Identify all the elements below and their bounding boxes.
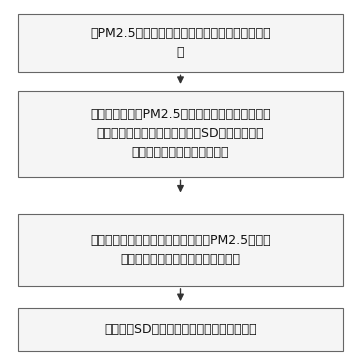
Text: 将PM2.5浓度总量程由低到高划分为至少三段子量
程: 将PM2.5浓度总量程由低到高划分为至少三段子量 程 [90,28,271,59]
Text: 利用最小二乘法对各段内测量的多个PM2.5浓度数
据进行拟合，求得校正系数的最优解: 利用最小二乘法对各段内测量的多个PM2.5浓度数 据进行拟合，求得校正系数的最优… [90,234,271,266]
Text: 控制标定房内的PM2.5浓度处于各段子量程内一段
时间，并在各段时间用待测设备SD和标准设备同
时多次测量，并记录测量结果: 控制标定房内的PM2.5浓度处于各段子量程内一段 时间，并在各段时间用待测设备S… [90,109,271,159]
FancyBboxPatch shape [18,308,343,351]
FancyBboxPatch shape [18,90,343,177]
Text: 分段标定SD的各段子量程内的最优校正系数: 分段标定SD的各段子量程内的最优校正系数 [104,323,257,336]
FancyBboxPatch shape [18,14,343,72]
FancyBboxPatch shape [18,214,343,286]
